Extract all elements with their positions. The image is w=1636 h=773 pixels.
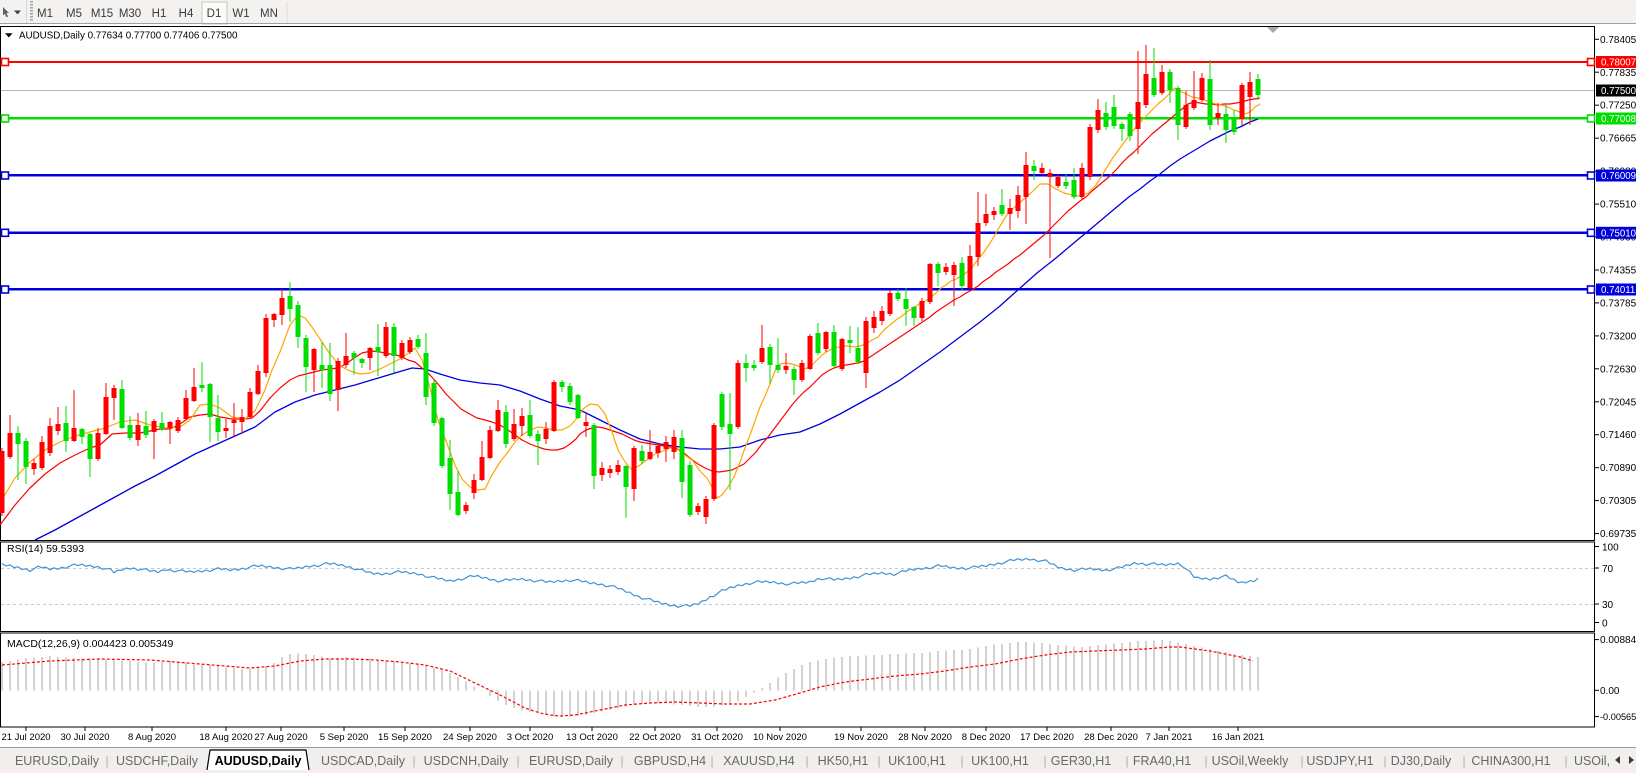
svg-text:17 Dec 2020: 17 Dec 2020 [1020,732,1074,743]
svg-text:|: | [1125,754,1128,768]
svg-text:30 Jul 2020: 30 Jul 2020 [60,732,109,743]
svg-text:|: | [960,754,963,768]
svg-text:HK50,H1: HK50,H1 [818,754,869,768]
svg-text:7 Jan 2021: 7 Jan 2021 [1145,732,1192,743]
svg-text:-0.00565: -0.00565 [1600,712,1636,722]
svg-text:USOil,Weekly: USOil,Weekly [1212,754,1290,768]
svg-text:19 Nov 2020: 19 Nov 2020 [834,732,888,743]
svg-text:H4: H4 [179,8,194,20]
svg-text:22 Oct 2020: 22 Oct 2020 [629,732,681,743]
svg-text:100: 100 [1602,543,1619,554]
svg-text:0.70890: 0.70890 [1600,463,1636,474]
svg-text:0.73785: 0.73785 [1600,298,1636,309]
svg-text:XAUUSD,H4: XAUUSD,H4 [723,754,795,768]
svg-text:0.75010: 0.75010 [1601,228,1636,239]
svg-text:|: | [1462,754,1465,768]
svg-text:RSI(14) 59.5393: RSI(14) 59.5393 [7,543,84,555]
svg-text:0.00884: 0.00884 [1600,635,1636,646]
svg-text:3 Oct 2020: 3 Oct 2020 [507,732,553,743]
svg-text:0.77008: 0.77008 [1601,114,1636,125]
svg-text:31 Oct 2020: 31 Oct 2020 [691,732,743,743]
svg-text:|: | [516,754,519,768]
svg-text:0.78007: 0.78007 [1601,58,1636,69]
svg-text:M30: M30 [119,8,141,20]
svg-text:W1: W1 [232,8,249,20]
svg-text:|: | [805,754,808,768]
svg-text:0.75510: 0.75510 [1600,200,1636,211]
svg-text:18 Aug 2020: 18 Aug 2020 [199,732,252,743]
svg-text:0.76665: 0.76665 [1600,134,1636,145]
svg-text:0: 0 [1602,619,1608,630]
svg-text:0.00: 0.00 [1600,686,1620,697]
svg-text:FRA40,H1: FRA40,H1 [1133,754,1191,768]
svg-text:13 Oct 2020: 13 Oct 2020 [566,732,618,743]
svg-text:M5: M5 [66,8,82,20]
svg-text:CHINA300,H1: CHINA300,H1 [1471,754,1550,768]
svg-text:30: 30 [1602,600,1614,611]
svg-text:|: | [1204,754,1207,768]
svg-text:H1: H1 [152,8,167,20]
svg-text:5 Sep 2020: 5 Sep 2020 [320,732,369,743]
svg-text:USDCNH,Daily: USDCNH,Daily [424,754,509,768]
svg-text:|: | [877,754,880,768]
svg-text:MN: MN [260,8,278,20]
svg-text:|: | [105,754,108,768]
svg-text:27 Aug 2020: 27 Aug 2020 [254,732,307,743]
svg-text:USOil,: USOil, [1574,754,1610,768]
svg-text:21 Jul 2020: 21 Jul 2020 [1,732,50,743]
svg-text:DJ30,Daily: DJ30,Daily [1391,754,1452,768]
svg-text:0.73200: 0.73200 [1600,331,1636,342]
svg-text:8 Dec 2020: 8 Dec 2020 [962,732,1011,743]
svg-text:24 Sep 2020: 24 Sep 2020 [443,732,497,743]
svg-text:0.69735: 0.69735 [1600,529,1636,540]
svg-text:GER30,H1: GER30,H1 [1051,754,1111,768]
svg-text:MACD(12,26,9) 0.004423 0.00534: MACD(12,26,9) 0.004423 0.005349 [7,638,174,650]
svg-text:|: | [1300,754,1303,768]
svg-text:0.77250: 0.77250 [1600,101,1636,112]
svg-text:|: | [710,754,713,768]
svg-text:0.74011: 0.74011 [1601,285,1635,296]
svg-text:M15: M15 [91,8,113,20]
svg-text:USDCAD,Daily: USDCAD,Daily [321,754,406,768]
svg-text:10 Nov 2020: 10 Nov 2020 [753,732,807,743]
svg-text:|: | [1564,754,1567,768]
svg-text:D1: D1 [207,8,222,20]
svg-text:0.72045: 0.72045 [1600,397,1636,408]
svg-text:8 Aug 2020: 8 Aug 2020 [128,732,176,743]
svg-text:16 Jan 2021: 16 Jan 2021 [1212,732,1264,743]
svg-text:|: | [1383,754,1386,768]
svg-text:70: 70 [1602,564,1614,575]
svg-text:|: | [412,754,415,768]
svg-text:0.76009: 0.76009 [1601,171,1636,182]
svg-text:|: | [620,754,623,768]
svg-text:0.72630: 0.72630 [1600,364,1636,375]
svg-text:M1: M1 [37,8,53,20]
svg-text:0.77835: 0.77835 [1600,68,1636,79]
svg-text:GBPUSD,H4: GBPUSD,H4 [634,754,706,768]
svg-text:0.71460: 0.71460 [1600,430,1636,441]
svg-text:EURUSD,Daily: EURUSD,Daily [529,754,614,768]
svg-text:28 Nov 2020: 28 Nov 2020 [898,732,952,743]
svg-text:0.78405: 0.78405 [1600,35,1636,46]
svg-text:0.70305: 0.70305 [1600,496,1636,507]
svg-text:AUDUSD,Daily: AUDUSD,Daily [215,754,302,768]
svg-text:28 Dec 2020: 28 Dec 2020 [1084,732,1138,743]
svg-text:EURUSD,Daily: EURUSD,Daily [15,754,100,768]
svg-text:0.77500: 0.77500 [1601,86,1636,97]
svg-text:UK100,H1: UK100,H1 [888,754,946,768]
svg-text:USDJPY,H1: USDJPY,H1 [1306,754,1373,768]
svg-text:USDCHF,Daily: USDCHF,Daily [116,754,199,768]
svg-text:15 Sep 2020: 15 Sep 2020 [378,732,432,743]
svg-text:0.74355: 0.74355 [1600,266,1636,277]
svg-text:UK100,H1: UK100,H1 [971,754,1029,768]
svg-text:|: | [1043,754,1046,768]
svg-text:AUDUSD,Daily 0.77634 0.77700: AUDUSD,Daily 0.77634 0.77700 0.77406 0.7… [19,31,238,42]
